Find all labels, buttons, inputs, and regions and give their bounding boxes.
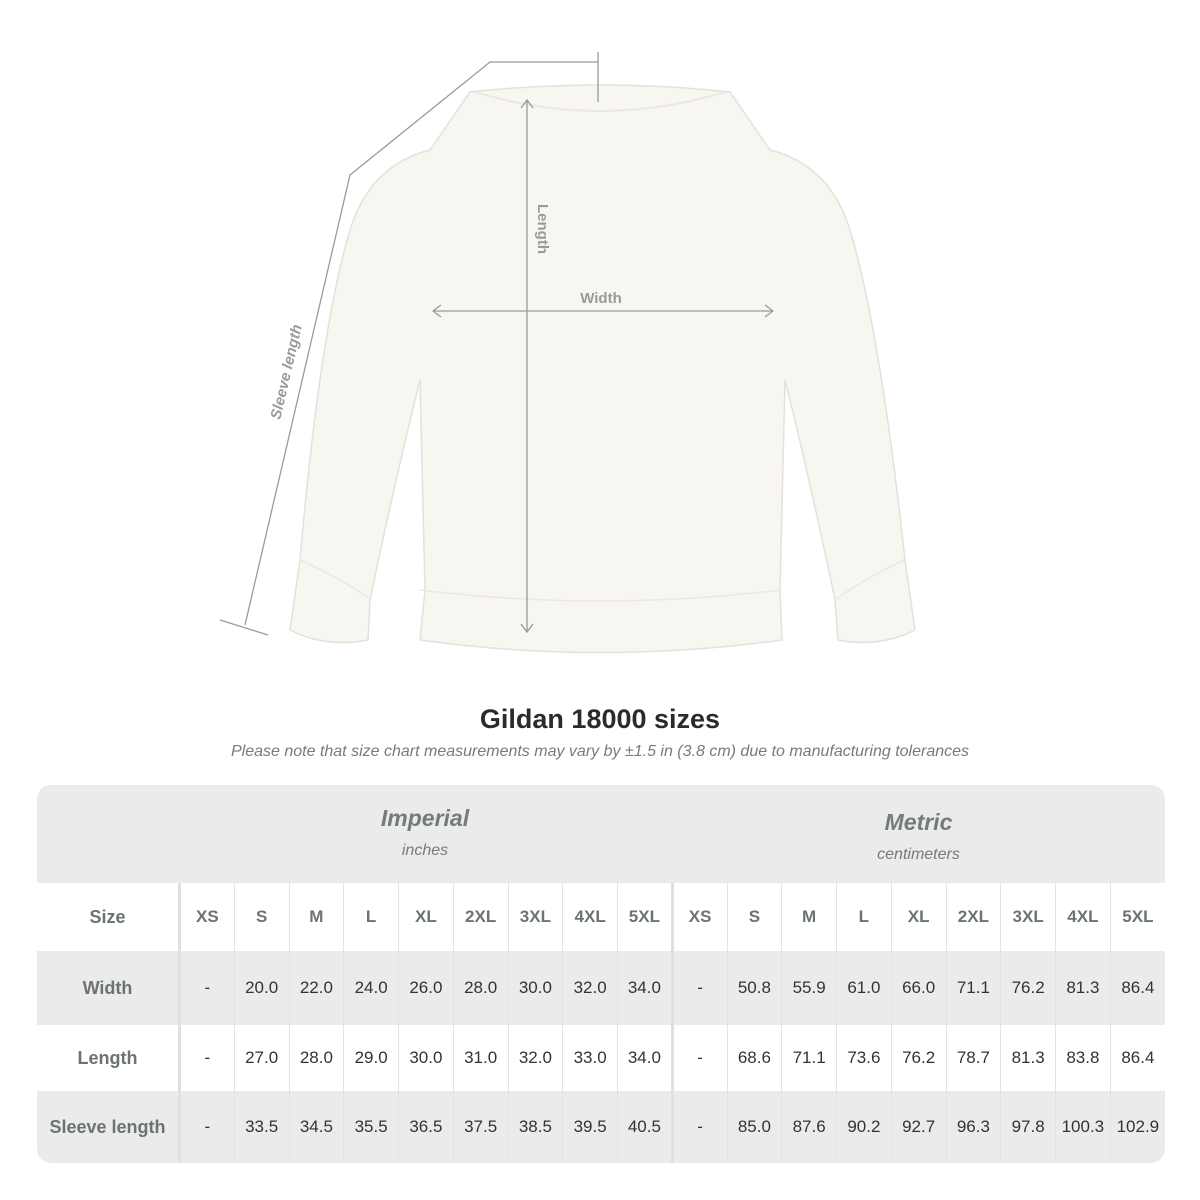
imperial-value: 28.0: [452, 951, 508, 1025]
metric-value: 92.7: [890, 1091, 946, 1163]
row-label: Width: [37, 951, 181, 1025]
metric-value: 87.6: [781, 1091, 837, 1163]
metric-value: 68.6: [726, 1025, 782, 1091]
metric-value: -: [670, 1091, 727, 1163]
imperial-value: 27.0: [233, 1025, 289, 1091]
metric-title: Metric: [884, 809, 953, 835]
imperial-value: 32.0: [507, 1025, 563, 1091]
metric-value: 83.8: [1055, 1025, 1111, 1091]
length-measure-line: [520, 98, 534, 634]
size-header-label: Size: [37, 883, 181, 951]
sweatshirt-diagram: Length Width Sleeve length: [219, 52, 916, 654]
metric-value: 81.3: [1055, 951, 1111, 1025]
imperial-size-4xl: 4XL: [562, 883, 618, 951]
metric-value: -: [670, 951, 727, 1025]
size-table: Size XS S M L XL 2XL 3XL 4XL 5XL XS S M L XL 2XL 3XL 4XL 5…: [37, 883, 1165, 1163]
metric-size-m: M: [781, 883, 837, 951]
row-label: Length: [37, 1025, 181, 1091]
imperial-value: 33.0: [562, 1025, 618, 1091]
metric-value: 85.0: [726, 1091, 782, 1163]
metric-value: 86.4: [1109, 951, 1165, 1025]
width-measure-line: [431, 304, 775, 318]
imperial-value: 30.0: [398, 1025, 454, 1091]
imperial-value: 24.0: [343, 951, 399, 1025]
imperial-value: 26.0: [398, 951, 454, 1025]
page-title: Gildan 18000 sizes: [479, 704, 721, 734]
imperial-value: 39.5: [562, 1091, 618, 1163]
size-header-row: Size XS S M L XL 2XL 3XL 4XL 5XL XS S M L XL 2XL 3XL 4XL 5…: [37, 883, 1165, 951]
metric-value: 55.9: [781, 951, 837, 1025]
table-row: Length -27.0 28.0 29.0 30.0 31.0 32.0 33.0 34.0-…: [37, 1025, 1165, 1091]
metric-size-2xl: 2XL: [945, 883, 1001, 951]
imperial-header: Imperial inches: [178, 805, 672, 860]
metric-value: 71.1: [781, 1025, 837, 1091]
table-row: Sleeve length -33.5 34.5 35.5 36.5 37.5 38.5 39…: [37, 1091, 1165, 1163]
imperial-value: 34.5: [288, 1091, 344, 1163]
imperial-value: 30.0: [507, 951, 563, 1025]
width-label: Width: [580, 290, 622, 307]
imperial-value: -: [179, 1025, 235, 1091]
imperial-size-2xl: 2XL: [452, 883, 508, 951]
tolerance-note: Please note that size chart measurements…: [230, 743, 970, 760]
metric-value: 100.3: [1055, 1091, 1111, 1163]
imperial-value: 32.0: [562, 951, 618, 1025]
metric-value: 61.0: [836, 951, 892, 1025]
length-label: Length: [534, 204, 551, 254]
sweatshirt-image: [289, 84, 916, 654]
metric-size-3xl: 3XL: [1000, 883, 1056, 951]
imperial-value: 38.5: [507, 1091, 563, 1163]
imperial-value: 36.5: [398, 1091, 454, 1163]
metric-value: 76.2: [890, 1025, 946, 1091]
imperial-value: 34.0: [617, 951, 673, 1025]
imperial-value: 33.5: [233, 1091, 289, 1163]
imperial-value: 35.5: [343, 1091, 399, 1163]
imperial-size-s: S: [233, 883, 289, 951]
metric-size-5xl: 5XL: [1109, 883, 1165, 951]
metric-size-xl: XL: [890, 883, 946, 951]
metric-value: 96.3: [945, 1091, 1001, 1163]
imperial-unit: inches: [401, 842, 449, 859]
metric-value: 66.0: [890, 951, 946, 1025]
imperial-size-xs: XS: [179, 883, 235, 951]
metric-value: 90.2: [836, 1091, 892, 1163]
imperial-value: 20.0: [233, 951, 289, 1025]
imperial-value: 29.0: [343, 1025, 399, 1091]
imperial-value: -: [179, 1091, 235, 1163]
metric-value: 78.7: [945, 1025, 1001, 1091]
imperial-value: 37.5: [452, 1091, 508, 1163]
table-row: Width -20.0 22.0 24.0 26.0 28.0 30.0 32.0 34.0-5…: [37, 951, 1165, 1025]
metric-value: 50.8: [726, 951, 782, 1025]
metric-value: 97.8: [1000, 1091, 1056, 1163]
imperial-title: Imperial: [380, 805, 470, 831]
metric-unit: centimeters: [877, 846, 960, 863]
metric-value: 81.3: [1000, 1025, 1056, 1091]
imperial-value: -: [179, 951, 235, 1025]
size-table-card: Imperial inches Metric centimeters Size X…: [37, 785, 1165, 1163]
imperial-size-m: M: [288, 883, 344, 951]
metric-size-xs: XS: [670, 883, 727, 951]
imperial-size-5xl: 5XL: [617, 883, 673, 951]
metric-value: 86.4: [1109, 1025, 1165, 1091]
sleeve-length-label: Sleeve length: [267, 323, 305, 421]
imperial-value: 31.0: [452, 1025, 508, 1091]
metric-value: 73.6: [836, 1025, 892, 1091]
sleeve-measure-line: [244, 61, 598, 626]
imperial-value: 28.0: [288, 1025, 344, 1091]
imperial-size-xl: XL: [398, 883, 454, 951]
imperial-value: 40.5: [617, 1091, 673, 1163]
metric-value: 76.2: [1000, 951, 1056, 1025]
metric-size-s: S: [726, 883, 782, 951]
imperial-value: 34.0: [617, 1025, 673, 1091]
system-header: Imperial inches Metric centimeters: [37, 785, 1165, 883]
metric-value: 71.1: [945, 951, 1001, 1025]
metric-value: 102.9: [1109, 1091, 1165, 1163]
row-label: Sleeve length: [37, 1091, 181, 1163]
imperial-size-l: L: [343, 883, 399, 951]
metric-size-4xl: 4XL: [1055, 883, 1111, 951]
imperial-size-3xl: 3XL: [507, 883, 563, 951]
metric-size-l: L: [836, 883, 892, 951]
imperial-value: 22.0: [288, 951, 344, 1025]
metric-value: -: [670, 1025, 727, 1091]
metric-header: Metric centimeters: [672, 809, 1165, 864]
